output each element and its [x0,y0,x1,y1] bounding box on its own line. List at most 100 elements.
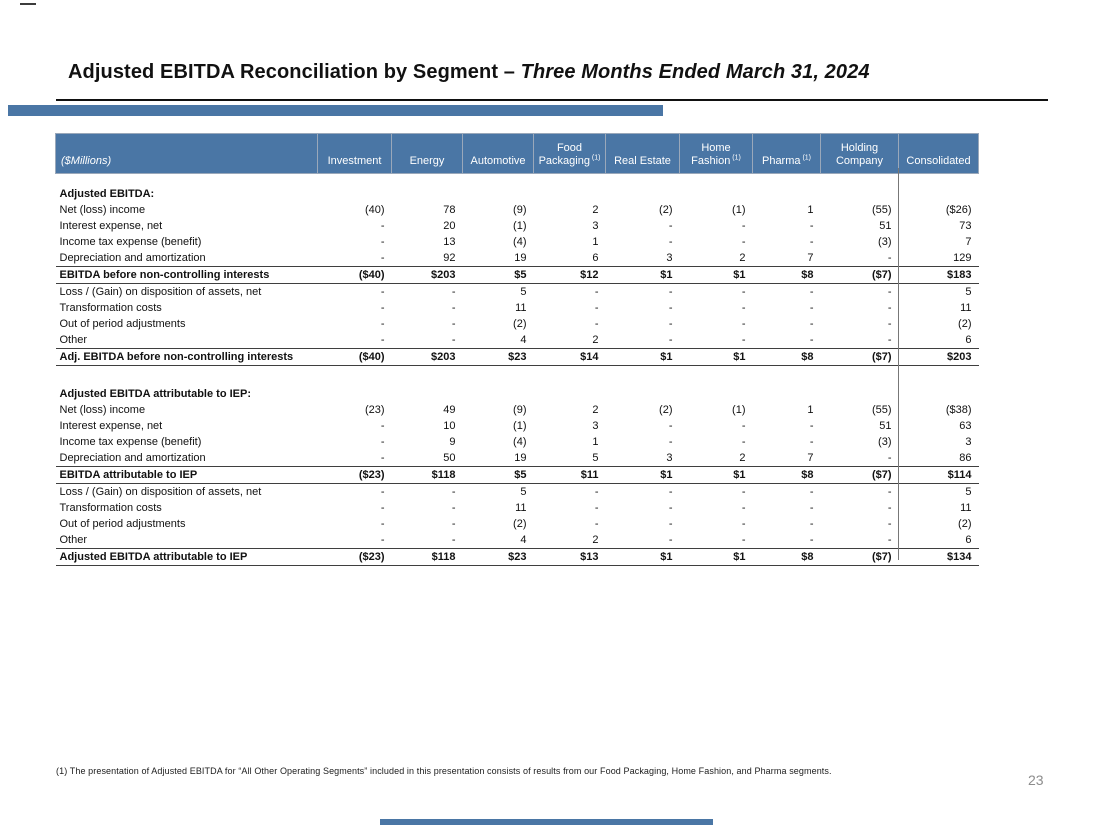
cell-holding-company: - [887,534,892,546]
cell-home-fashion: - [741,502,746,514]
cell-holding-company: - [887,334,892,346]
cell-home-fashion: (1) [732,204,746,216]
cell-pharma: - [809,286,814,298]
cell-investment: ($40) [317,266,392,284]
cell-home-fashion: - [741,236,746,248]
cell-home-fashion: 2 [739,252,746,264]
cell-pharma: 7 [807,452,814,464]
page-title: Adjusted EBITDA Reconciliation by Segmen… [68,61,870,84]
cell-investment: - [380,452,385,464]
cell-pharma: - [809,518,814,530]
cell-consolidated: (2) [958,518,972,530]
cell-consolidated: 63 [959,420,972,432]
section-spacer-cell [56,366,979,375]
consolidated-column-divider [898,168,899,560]
bottom-accent-bar [380,819,713,825]
cell-holding-company: ($7) [820,466,899,484]
title-rule [56,99,1048,101]
row-label: Income tax expense (benefit) [59,236,202,248]
row-label: Loss / (Gain) on disposition of assets, … [59,286,262,298]
column-header-holding-company: Holding Company [820,133,899,174]
cell-energy: - [451,502,456,514]
cell-real-estate: $1 [605,348,680,366]
cell-consolidated: 7 [965,236,972,248]
cell-real-estate: - [668,518,673,530]
cell-food-packaging: 3 [592,420,599,432]
cell-real-estate: $1 [605,466,680,484]
cell-food-packaging: 6 [592,252,599,264]
row-label: Other [59,534,88,546]
cell-investment: - [380,518,385,530]
cell-home-fashion: - [741,534,746,546]
cell-investment: - [380,486,385,498]
cell-real-estate: - [668,486,673,498]
cell-consolidated: $114 [898,466,979,484]
cell-home-fashion: (1) [732,404,746,416]
column-header-pharma: Pharma (1) [752,133,821,174]
row-label: Loss / (Gain) on disposition of assets, … [59,486,262,498]
section-header-row: Adjusted EBITDA: [56,174,979,203]
cell-pharma: 1 [807,204,814,216]
cell-home-fashion: - [741,518,746,530]
cell-food-packaging: $13 [533,548,606,566]
corner-mark [20,3,36,5]
cell-investment: - [380,436,385,448]
cell-pharma: - [809,236,814,248]
cell-energy: 9 [449,436,456,448]
page-number: 23 [1028,772,1044,788]
table-row: Transformation costs - - 11 - - - - - 11 [56,300,979,316]
cell-food-packaging: 1 [592,236,599,248]
table-row: Interest expense, net - 10 (1) 3 - - - 51 63 [56,418,979,434]
cell-energy: 10 [443,420,456,432]
cell-holding-company: 51 [879,220,892,232]
table-row: Other - - 4 2 - - - - 6 [56,332,979,349]
cell-food-packaging: 2 [592,534,599,546]
cell-consolidated: ($26) [945,204,972,216]
cell-real-estate: - [668,220,673,232]
row-label: Interest expense, net [59,420,163,432]
cell-food-packaging: 2 [592,204,599,216]
column-header-real-estate: Real Estate [605,133,680,174]
cell-home-fashion: - [741,486,746,498]
cell-home-fashion: - [741,436,746,448]
cell-food-packaging: 2 [592,334,599,346]
cell-automotive: 4 [520,534,527,546]
cell-automotive: (4) [513,436,527,448]
cell-investment: - [380,334,385,346]
cell-home-fashion: - [741,334,746,346]
cell-energy: 13 [443,236,456,248]
cell-food-packaging: 5 [592,452,599,464]
row-label: Net (loss) income [59,404,146,416]
table-row: Loss / (Gain) on disposition of assets, … [56,284,979,301]
cell-consolidated: 11 [960,302,972,314]
cell-food-packaging: - [594,318,599,330]
table-header-row: ($Millions) Investment Energy Automotive Fo… [55,133,979,174]
row-label: Depreciation and amortization [59,452,206,464]
cell-food-packaging: $11 [533,466,606,484]
cell-holding-company: - [887,518,892,530]
row-label: Interest expense, net [59,220,163,232]
cell-home-fashion: - [741,302,746,314]
cell-holding-company: ($7) [820,266,899,284]
cell-consolidated: 73 [959,220,972,232]
title-main: Adjusted EBITDA Reconciliation by Segmen… [68,61,521,83]
cell-automotive: 11 [515,502,527,514]
column-header-unit: ($Millions) [55,133,318,174]
cell-energy: 50 [443,452,456,464]
cell-pharma: $8 [752,466,821,484]
cell-energy: - [451,334,456,346]
cell-investment: - [380,420,385,432]
cell-investment: - [380,252,385,264]
cell-food-packaging: - [594,302,599,314]
cell-automotive: 19 [514,452,527,464]
cell-consolidated: 86 [959,452,972,464]
cell-energy: 20 [443,220,456,232]
cell-home-fashion: - [741,318,746,330]
cell-pharma: $8 [752,548,821,566]
row-label: Transformation costs [59,502,162,514]
cell-real-estate: - [668,302,673,314]
cell-consolidated: 6 [965,334,972,346]
section-header-row: Adjusted EBITDA attributable to IEP: [56,374,979,402]
cell-energy: - [451,518,456,530]
